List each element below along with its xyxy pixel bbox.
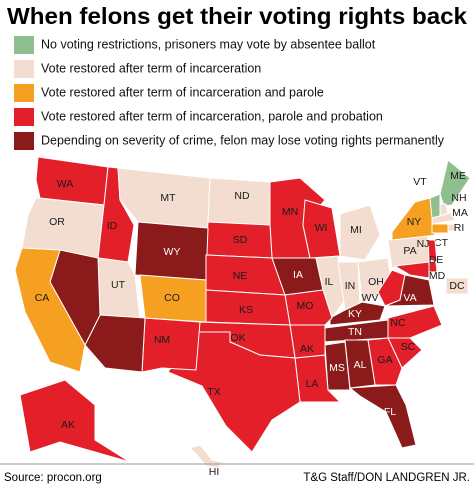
state-label: WV: [362, 292, 379, 304]
state-label: TX: [207, 386, 220, 398]
state-label: PA: [403, 245, 416, 257]
state: [189, 444, 223, 469]
state-label: MS: [329, 362, 345, 374]
state-label: GA: [377, 354, 392, 366]
state: [139, 274, 207, 323]
state: [141, 317, 201, 373]
state-label: IN: [345, 280, 356, 292]
state: [387, 305, 443, 339]
state-label: MO: [297, 300, 314, 312]
state-label: ID: [107, 220, 118, 232]
state: [329, 301, 386, 326]
state: [445, 277, 469, 295]
state-label: ND: [234, 190, 250, 202]
state-label: NJ: [417, 238, 430, 250]
source: Source: procon.org: [4, 472, 102, 484]
legend-label: Vote restored after term of incarceratio…: [41, 109, 383, 123]
state: [384, 274, 435, 307]
state-label: OK: [230, 332, 245, 344]
legend-swatch: [14, 108, 34, 126]
state-label: IA: [293, 269, 303, 281]
state: [431, 223, 449, 234]
state-label: NC: [390, 317, 406, 329]
state-label: MI: [350, 224, 362, 236]
state: [429, 193, 441, 219]
state: [315, 255, 346, 320]
state-label: NM: [154, 334, 170, 346]
state-label: NE: [233, 270, 248, 282]
legend-label: Vote restored after term of incarceratio…: [41, 85, 324, 99]
state-label: LA: [306, 378, 319, 390]
state-label: AK: [61, 419, 75, 431]
state-label: WA: [57, 178, 74, 190]
state-label: NY: [407, 216, 422, 228]
state-label: AL: [354, 359, 367, 371]
state-label: DE: [429, 254, 444, 266]
state-label: DC: [449, 280, 465, 292]
state-label: SC: [401, 341, 416, 353]
legend-swatch: [14, 84, 34, 102]
state-label: TN: [348, 326, 362, 338]
legend-swatch: [14, 36, 34, 54]
state: [427, 239, 438, 263]
state-label: WI: [315, 222, 328, 234]
state-label: HI: [209, 466, 220, 478]
state: [393, 261, 430, 279]
credit: T&G Staff/DON LANDGREN JR.: [303, 472, 470, 484]
state: [431, 212, 457, 225]
legend-label: No voting restrictions, prisoners may vo…: [41, 37, 376, 51]
states: WA OR ID MT ND MN WI MI SD WY NE IA IL IN OH PA NY VT ME NH…: [14, 156, 471, 478]
state-label: KS: [239, 304, 253, 316]
state-label: MT: [160, 192, 176, 204]
legend-label: Vote restored after term of incarceratio…: [41, 61, 261, 75]
legend-swatch: [14, 132, 34, 150]
state-label: AK: [300, 343, 314, 355]
state-label: WY: [164, 246, 181, 258]
legend-swatch: [14, 60, 34, 78]
state-label: MA: [452, 207, 468, 219]
state-label: NH: [451, 192, 466, 204]
state-label: CO: [164, 292, 180, 304]
state-label: OR: [49, 216, 65, 228]
state: [391, 197, 436, 241]
state-label: ME: [450, 170, 466, 182]
state-label: IL: [325, 276, 334, 288]
state: [339, 204, 381, 261]
state-label: UT: [111, 279, 126, 291]
state-label: RI: [454, 222, 465, 234]
state-label: OH: [368, 276, 384, 288]
state-label: VA: [403, 292, 416, 304]
state: [14, 247, 86, 373]
state: [19, 379, 131, 463]
state-label: MN: [282, 206, 298, 218]
legend: No voting restrictions, prisoners may vo…: [14, 36, 445, 150]
state: [167, 331, 301, 453]
title: When felons get their voting rights back: [7, 3, 467, 29]
state: [348, 384, 417, 449]
state-label: FL: [384, 406, 396, 418]
state-label: MD: [429, 270, 446, 282]
state-label: CA: [35, 292, 50, 304]
state-label: KY: [348, 308, 362, 320]
legend-label: Depending on severity of crime, felon ma…: [41, 133, 445, 147]
state-label: SD: [233, 234, 248, 246]
state-label: VT: [413, 176, 427, 188]
state-label: CT: [434, 237, 449, 249]
